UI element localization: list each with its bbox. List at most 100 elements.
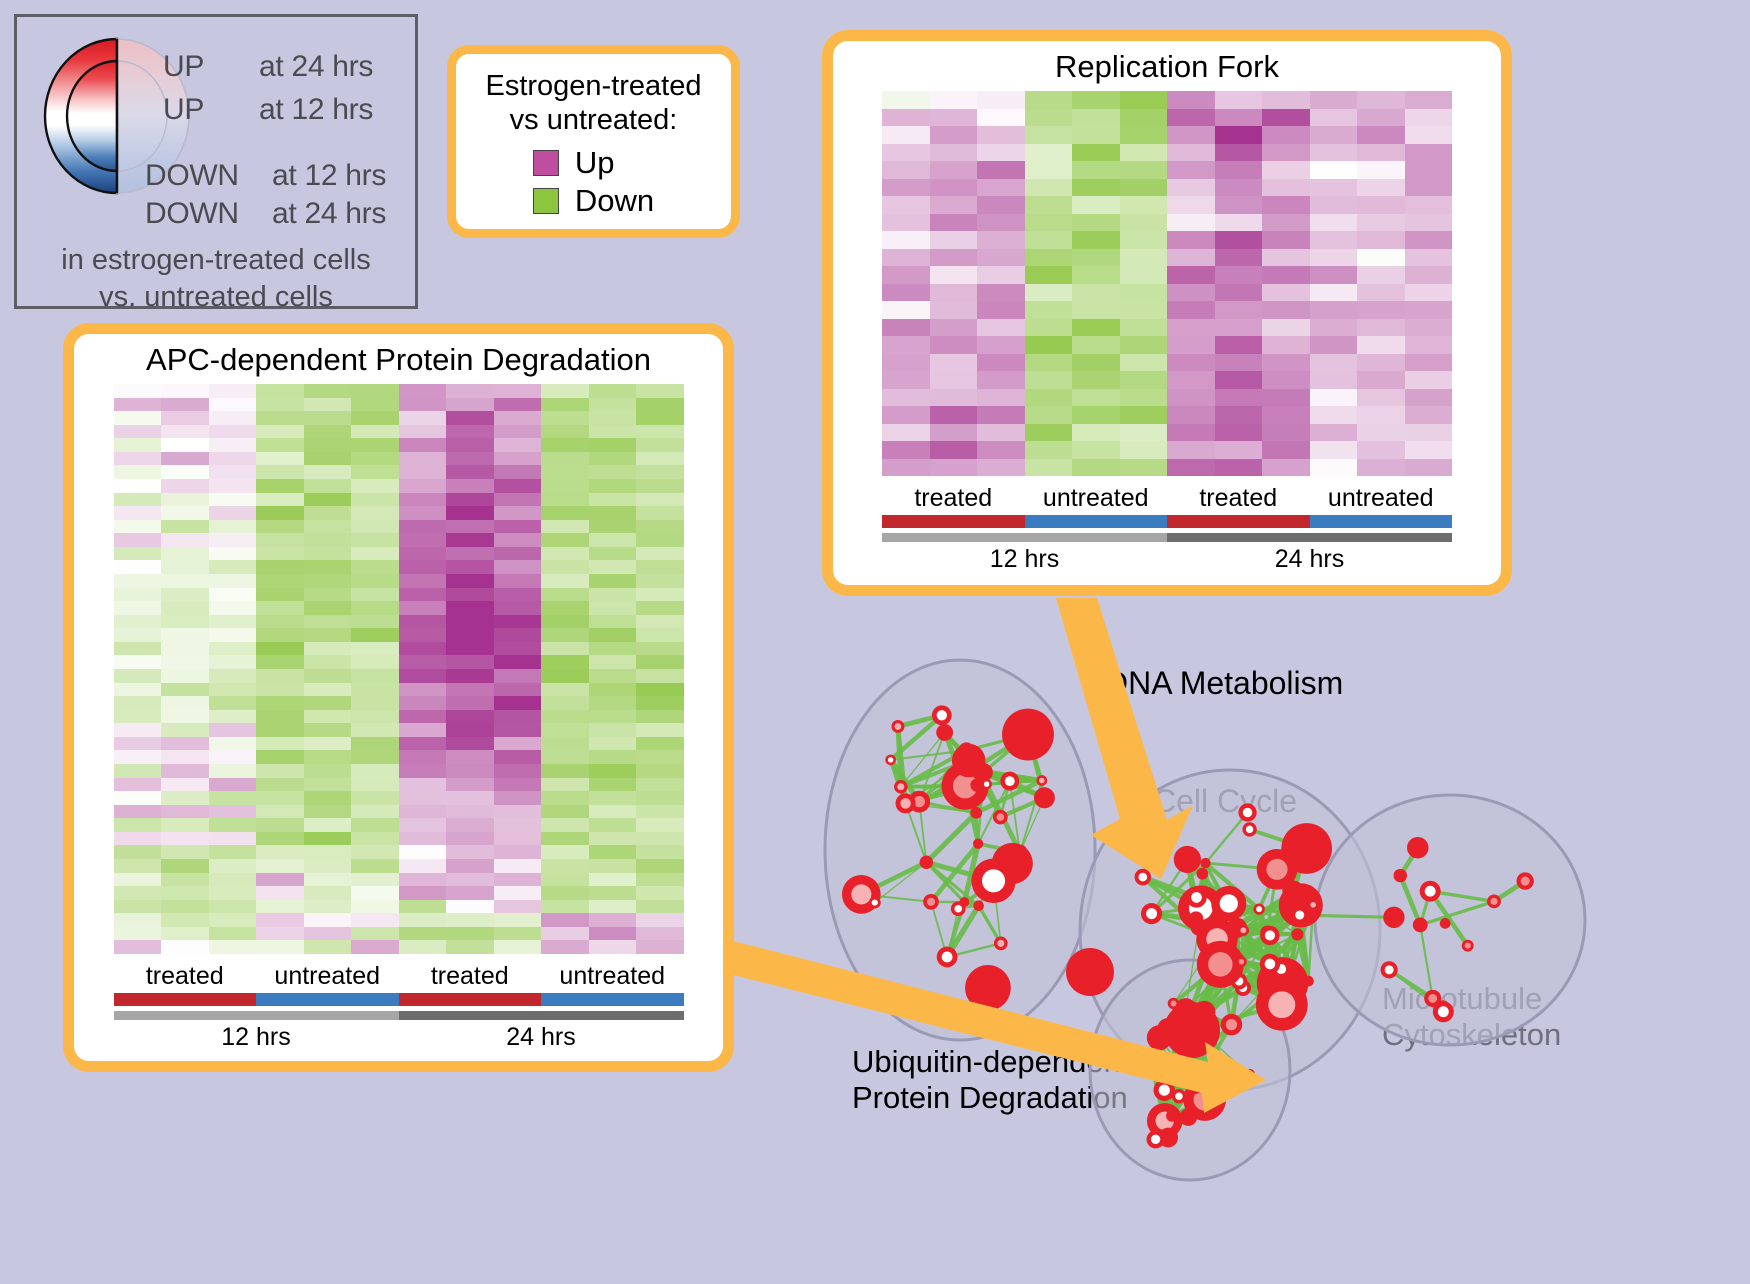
heatmap-cell — [446, 452, 494, 466]
network-node[interactable] — [1066, 948, 1114, 996]
heatmap-cell — [1310, 371, 1358, 389]
network-node[interactable] — [1303, 976, 1314, 987]
heatmap-cell — [399, 588, 447, 602]
heatmap-cell — [161, 493, 209, 507]
network-node[interactable] — [973, 900, 984, 911]
pathway-network — [760, 600, 1750, 1279]
network-node[interactable] — [920, 855, 933, 868]
network-node[interactable] — [885, 755, 896, 766]
network-node[interactable] — [1189, 911, 1203, 925]
network-node[interactable] — [1184, 1075, 1203, 1094]
network-node[interactable] — [1012, 845, 1027, 860]
network-node[interactable] — [1154, 1079, 1176, 1101]
network-node[interactable] — [1242, 822, 1256, 836]
network-node[interactable] — [1253, 903, 1264, 914]
network-node[interactable] — [923, 894, 939, 910]
key-footer-line-1: in estrogen-treated cells — [17, 241, 415, 279]
network-node[interactable] — [1260, 954, 1280, 974]
heatmap-cell — [541, 411, 589, 425]
heatmap-cell — [446, 845, 494, 859]
heatmap-cell — [161, 533, 209, 547]
network-node[interactable] — [970, 807, 982, 819]
network-node[interactable] — [1381, 961, 1398, 978]
network-node[interactable] — [1200, 858, 1210, 868]
heatmap-cell — [882, 144, 930, 162]
heatmap-cell — [930, 109, 978, 127]
network-node[interactable] — [1243, 1069, 1255, 1081]
heatmap-cell — [161, 778, 209, 792]
network-node[interactable] — [1174, 846, 1201, 873]
network-node[interactable] — [1034, 787, 1055, 808]
network-node[interactable] — [971, 859, 1015, 903]
network-node[interactable] — [1147, 1130, 1165, 1148]
network-node[interactable] — [1407, 837, 1429, 859]
network-node[interactable] — [1420, 881, 1441, 902]
heatmap-cell — [446, 669, 494, 683]
heatmap-cell — [161, 588, 209, 602]
heatmap-cell — [304, 411, 352, 425]
network-node[interactable] — [1256, 979, 1308, 1031]
heatmap-cell — [1072, 231, 1120, 249]
network-node[interactable] — [993, 810, 1008, 825]
network-node[interactable] — [1516, 872, 1533, 889]
network-node[interactable] — [1238, 803, 1256, 821]
network-node[interactable] — [894, 780, 908, 794]
network-node[interactable] — [932, 705, 952, 725]
network-node[interactable] — [1487, 894, 1501, 908]
network-node[interactable] — [869, 897, 881, 909]
network-node[interactable] — [1291, 906, 1308, 923]
heatmap-cell — [256, 750, 304, 764]
network-node[interactable] — [1383, 907, 1404, 928]
network-node[interactable] — [1180, 1108, 1198, 1126]
network-node[interactable] — [891, 720, 904, 733]
network-node[interactable] — [1141, 903, 1162, 924]
network-node[interactable] — [1225, 1079, 1235, 1089]
heatmap-cell — [930, 371, 978, 389]
heatmap-cell — [1405, 284, 1453, 302]
network-node[interactable] — [1462, 940, 1474, 952]
network-node[interactable] — [936, 724, 953, 741]
heatmap-cell — [882, 459, 930, 477]
network-node[interactable] — [1440, 918, 1451, 929]
network-node[interactable] — [1308, 899, 1319, 910]
network-node[interactable] — [1196, 868, 1208, 880]
network-node[interactable] — [1260, 926, 1279, 945]
network-node[interactable] — [1413, 917, 1428, 932]
heatmap-cell — [256, 425, 304, 439]
network-node[interactable] — [1394, 869, 1407, 882]
network-node[interactable] — [965, 965, 1011, 1011]
network-node[interactable] — [937, 947, 958, 968]
network-node[interactable] — [896, 793, 916, 813]
network-node[interactable] — [973, 839, 983, 849]
heatmap-cell — [351, 696, 399, 710]
network-node[interactable] — [1166, 1110, 1178, 1122]
group-labels-replication-fork: treated untreated treated untreated — [882, 484, 1452, 513]
network-node[interactable] — [1221, 1014, 1243, 1036]
network-node[interactable] — [1208, 1093, 1223, 1108]
network-node[interactable] — [1236, 956, 1247, 967]
network-node[interactable] — [1000, 772, 1019, 791]
network-node[interactable] — [1164, 1002, 1220, 1058]
network-node[interactable] — [1281, 823, 1332, 874]
network-node[interactable] — [1186, 887, 1206, 907]
heatmap-cell — [161, 683, 209, 697]
network-node[interactable] — [1211, 886, 1246, 921]
heatmap-cell — [114, 723, 162, 737]
network-node[interactable] — [1433, 1001, 1454, 1022]
network-node[interactable] — [1291, 928, 1303, 940]
network-node[interactable] — [1142, 1050, 1160, 1068]
network-node[interactable] — [1238, 925, 1249, 936]
heatmap-cell — [399, 411, 447, 425]
network-node[interactable] — [1135, 869, 1152, 886]
network-node[interactable] — [1002, 709, 1054, 761]
heatmap-cell — [1072, 441, 1120, 459]
network-node[interactable] — [975, 763, 993, 781]
heatmap-cell — [494, 465, 542, 479]
network-node[interactable] — [1036, 775, 1047, 786]
heatmap-cell — [446, 411, 494, 425]
group-bar-treated-24 — [399, 993, 542, 1006]
heatmap-cell — [1357, 406, 1405, 424]
heatmap-cell — [256, 940, 304, 954]
network-node[interactable] — [994, 937, 1008, 951]
network-node[interactable] — [951, 901, 966, 916]
